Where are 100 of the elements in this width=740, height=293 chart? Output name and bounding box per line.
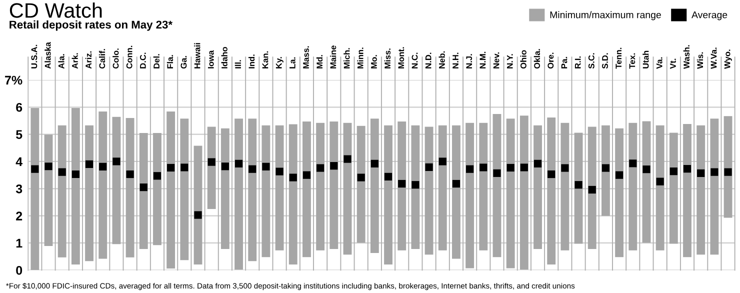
x-tick-label: Tenn. [616,48,622,69]
bar [30,108,40,270]
y-tick-label: 5 [16,130,22,139]
legend-label: Average [692,11,728,20]
point [289,174,297,182]
bar [656,125,664,250]
point [724,168,732,176]
point [588,186,596,194]
point [180,164,188,172]
point [616,171,624,179]
bar [547,117,556,264]
bar [302,122,311,258]
bar [411,125,420,249]
bar [139,132,148,249]
x-tick-label: Wyo. [724,50,732,69]
x-tick-label: N.J. [466,54,472,68]
x-tick-label: Minn. [357,48,364,68]
bar [669,132,678,244]
x-tick-label: U.S.A. [31,44,38,68]
point [126,170,134,178]
point [520,164,528,172]
x-tick-label: Ariz. [85,51,92,69]
x-tick-label: Wis. [696,52,704,69]
x-tick-label: Mass. [303,46,309,68]
bar [234,118,243,270]
point [398,180,406,188]
bar [112,116,121,244]
x-tick-label: Md. [316,55,323,68]
x-tick-label: Hawaii [194,43,200,68]
bar [479,122,488,250]
bar [58,125,66,258]
point [466,165,474,173]
point [561,164,569,172]
point [412,181,420,189]
bar [588,126,596,249]
x-tick-label: Maine [330,46,336,68]
bar [275,125,284,250]
x-tick-label: Ark. [72,53,78,69]
x-tick-label: La. [290,57,296,68]
point [697,169,705,177]
bar [180,118,189,260]
point [31,165,39,173]
x-tick-label: Ind. [248,54,255,68]
point [384,172,392,180]
y-tick-label: 1 [16,238,22,248]
point [642,166,650,174]
x-tick-label: N.H. [452,52,458,68]
point [208,158,216,166]
bar [560,122,570,250]
point [506,164,514,172]
point [85,160,94,168]
bar [424,126,434,255]
bar [615,128,624,258]
x-tick-label: S.C. [588,53,594,69]
point [276,168,284,176]
x-tick-label: Utah [642,50,649,68]
y-tick-label: 0 [16,266,22,275]
x-tick-label: Va. [656,57,662,69]
point [683,165,692,173]
point [99,162,107,170]
bar [534,125,542,249]
legend-label: Minimum/maximum range [550,11,661,20]
bar [98,112,108,259]
x-tick-label: Ill. [234,60,241,68]
bar [126,118,134,258]
x-tick-label: Mo. [371,55,377,68]
x-tick-label: Fla. [166,55,174,68]
bar [398,122,406,250]
bar [71,108,80,264]
bar [330,122,338,249]
point [452,180,460,188]
bar [370,118,379,254]
point [710,168,718,176]
bar [248,118,257,262]
point [167,164,175,172]
bar [438,125,447,250]
point [370,160,378,168]
x-tick-label: Idaho [221,46,228,68]
x-tick-label: Ga. [180,56,187,69]
x-tick-label: Miss. [384,48,390,68]
x-tick-label: Calif. [98,49,106,69]
point [548,170,556,178]
bar [520,116,528,270]
bar [710,118,719,255]
bar [683,124,692,258]
point [234,160,243,168]
point [574,181,582,189]
y-tick-label: 7% [5,76,22,85]
bar [628,122,638,250]
point [330,162,338,170]
point [357,174,365,182]
point [629,160,637,168]
point [248,165,256,173]
bar [85,125,94,262]
point [302,171,311,179]
x-tick-label: Neb. [438,51,445,68]
point [602,164,610,172]
point [316,164,324,172]
bar [44,134,53,246]
bar [696,125,706,255]
